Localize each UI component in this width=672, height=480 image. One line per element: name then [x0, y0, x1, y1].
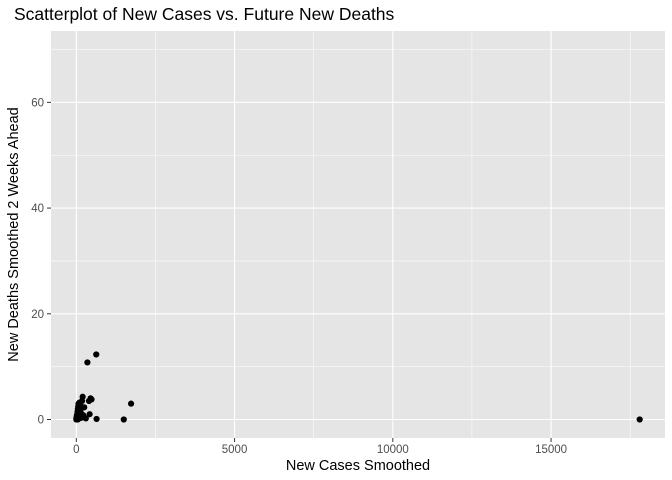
data-point [120, 416, 127, 423]
y-tick-label: 40 [31, 203, 44, 215]
chart-title: Scatterplot of New Cases vs. Future New … [14, 4, 395, 24]
plot-panel [51, 31, 665, 438]
grid-lines [51, 31, 665, 438]
y-tick-label: 60 [31, 97, 44, 109]
data-point [79, 393, 86, 400]
data-point [636, 416, 643, 423]
axis-ticks: 0 5000 10000 15000 0 20 40 60 [31, 97, 567, 456]
data-point [84, 359, 91, 366]
x-tick-label: 0 [73, 444, 79, 456]
data-point [82, 415, 89, 422]
data-point [81, 404, 88, 411]
data-point [86, 411, 93, 418]
x-tick-label: 10000 [377, 444, 409, 456]
y-tick-label: 0 [38, 415, 44, 427]
data-point [93, 415, 100, 423]
data-point [127, 400, 135, 407]
x-tick-label: 15000 [535, 444, 567, 456]
data-points [73, 351, 643, 423]
x-tick-label: 5000 [222, 444, 248, 456]
y-axis-title: New Deaths Smoothed 2 Weeks Ahead [6, 107, 22, 361]
y-tick-label: 20 [31, 309, 44, 321]
x-axis-title: New Cases Smoothed [286, 458, 430, 474]
data-point [93, 351, 100, 358]
data-point [88, 396, 95, 403]
